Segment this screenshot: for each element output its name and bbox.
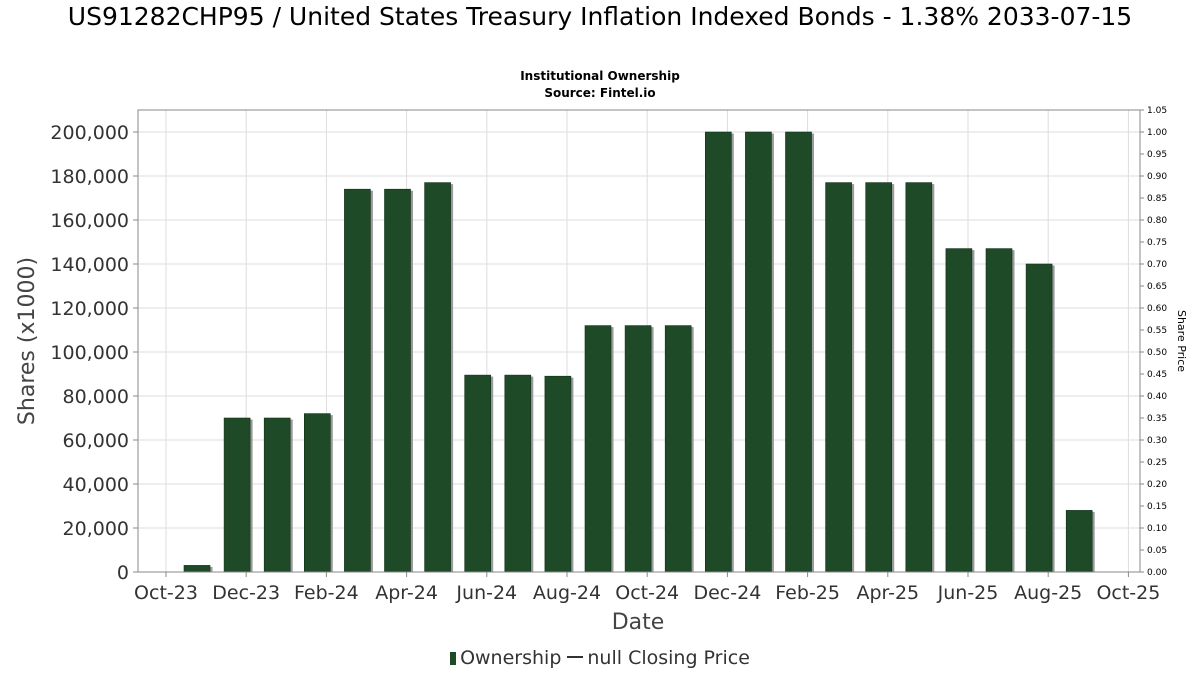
y2-tick-label: 0.20 <box>1147 480 1167 490</box>
x-tick-label: Apr-25 <box>856 582 919 604</box>
ownership-bar <box>865 182 893 573</box>
chart-source: Source: Fintel.io <box>544 86 656 100</box>
legend-ownership-label: Ownership <box>460 647 562 669</box>
y-tick-label: 0 <box>117 562 129 584</box>
y-tick-label: 160,000 <box>50 210 129 232</box>
ownership-bar <box>905 182 933 573</box>
y2-tick-label: 0.90 <box>1147 172 1167 182</box>
x-tick-label: Jun-24 <box>455 582 517 604</box>
y-tick-label: 200,000 <box>50 122 129 144</box>
x-tick-label: Jun-25 <box>937 582 999 604</box>
x-tick-label: Feb-24 <box>294 582 359 604</box>
y2-tick-label: 0.60 <box>1147 304 1167 314</box>
ownership-bar <box>384 188 411 573</box>
ownership-bar <box>344 188 371 573</box>
y2-tick-label: 0.10 <box>1147 524 1167 534</box>
x-tick-label: Dec-24 <box>693 582 761 604</box>
y-tick-label: 80,000 <box>63 386 129 408</box>
ownership-bar <box>825 182 852 573</box>
x-tick-label: Aug-24 <box>533 582 601 604</box>
y2-tick-label: 0.85 <box>1147 194 1167 204</box>
ownership-bar <box>704 131 732 573</box>
x-tick-label: Apr-24 <box>375 582 438 604</box>
y2-tick-label: 0.55 <box>1147 326 1167 336</box>
x-axis: Oct-23 Dec-23 Feb-24 Apr-24 Jun-24 Aug-24 Oct-… <box>134 572 1160 604</box>
ownership-bar <box>424 182 451 573</box>
y-axis-left: 0 20,000 40,000 60,000 80,000 100,000 120,000 1… <box>50 122 138 584</box>
ownership-bar <box>1065 510 1093 573</box>
ownership-bar <box>584 325 612 573</box>
ownership-bar <box>504 374 532 573</box>
y-axis-right: 0.00 0.05 0.10 0.15 0.20 0.25 0.30 0.35 0.40 0.45… <box>1140 106 1167 578</box>
y-tick-label: 40,000 <box>63 474 129 496</box>
ownership-bar <box>785 131 812 573</box>
ownership-bar <box>945 248 973 573</box>
y-tick-label: 140,000 <box>50 254 129 276</box>
ownership-bar <box>1025 263 1053 573</box>
x-tick-label: Aug-25 <box>1014 582 1082 604</box>
legend-price-line <box>567 656 584 658</box>
x-tick-label: Oct-25 <box>1096 582 1160 604</box>
ownership-bar <box>544 375 572 573</box>
y-tick-label: 120,000 <box>50 298 129 320</box>
ownership-bar <box>263 417 291 573</box>
ownership-bar <box>303 413 331 573</box>
y2-tick-label: 0.70 <box>1147 260 1167 270</box>
bars <box>183 131 1095 573</box>
plot-frame <box>137 109 1141 573</box>
y-tick-label: 20,000 <box>63 518 129 540</box>
ownership-bar <box>745 131 772 573</box>
ownership-bar <box>664 325 692 573</box>
ownership-bar <box>624 325 652 573</box>
y2-tick-label: 0.95 <box>1147 150 1167 160</box>
y2-tick-label: 1.05 <box>1147 106 1167 116</box>
ownership-bar <box>183 565 211 573</box>
ownership-bar <box>985 248 1013 573</box>
x-tick-label: Dec-23 <box>212 582 280 604</box>
y2-tick-label: 0.25 <box>1147 458 1167 468</box>
ownership-bar <box>464 374 492 573</box>
y2-tick-label: 1.00 <box>1147 128 1167 138</box>
y-tick-label: 60,000 <box>63 430 129 452</box>
y2-tick-label: 0.80 <box>1147 216 1167 226</box>
y2-tick-label: 0.65 <box>1147 282 1167 292</box>
y2-tick-label: 0.50 <box>1147 348 1167 358</box>
y-tick-label: 180,000 <box>50 166 129 188</box>
y2-tick-label: 0.00 <box>1147 568 1167 578</box>
x-tick-label: Feb-25 <box>775 582 840 604</box>
y2-axis-label: Share Price <box>1175 310 1188 372</box>
y2-tick-label: 0.30 <box>1147 436 1167 446</box>
x-axis-label: Date <box>612 610 665 635</box>
y2-tick-label: 0.15 <box>1147 502 1167 512</box>
ownership-bar <box>223 417 251 573</box>
legend: Ownership null Closing Price <box>0 647 1200 669</box>
y2-tick-label: 0.45 <box>1147 370 1167 380</box>
y-tick-label: 100,000 <box>50 342 129 364</box>
x-tick-label: Oct-24 <box>615 582 679 604</box>
legend-ownership-swatch <box>450 652 457 665</box>
y2-tick-label: 0.40 <box>1147 392 1167 402</box>
y-axis-label: Shares (x1000) <box>15 257 40 425</box>
chart-title: US91282CHP95 / United States Treasury In… <box>67 2 1133 31</box>
ownership-chart: 0 20,000 40,000 60,000 80,000 100,000 120,000 1… <box>15 106 1188 635</box>
x-tick-label: Oct-23 <box>134 582 198 604</box>
chart-subtitle: Institutional Ownership <box>520 69 680 83</box>
y2-tick-label: 0.05 <box>1147 546 1167 556</box>
legend-price-label: null Closing Price <box>587 647 750 669</box>
y2-tick-label: 0.75 <box>1147 238 1167 248</box>
y2-tick-label: 0.35 <box>1147 414 1167 424</box>
